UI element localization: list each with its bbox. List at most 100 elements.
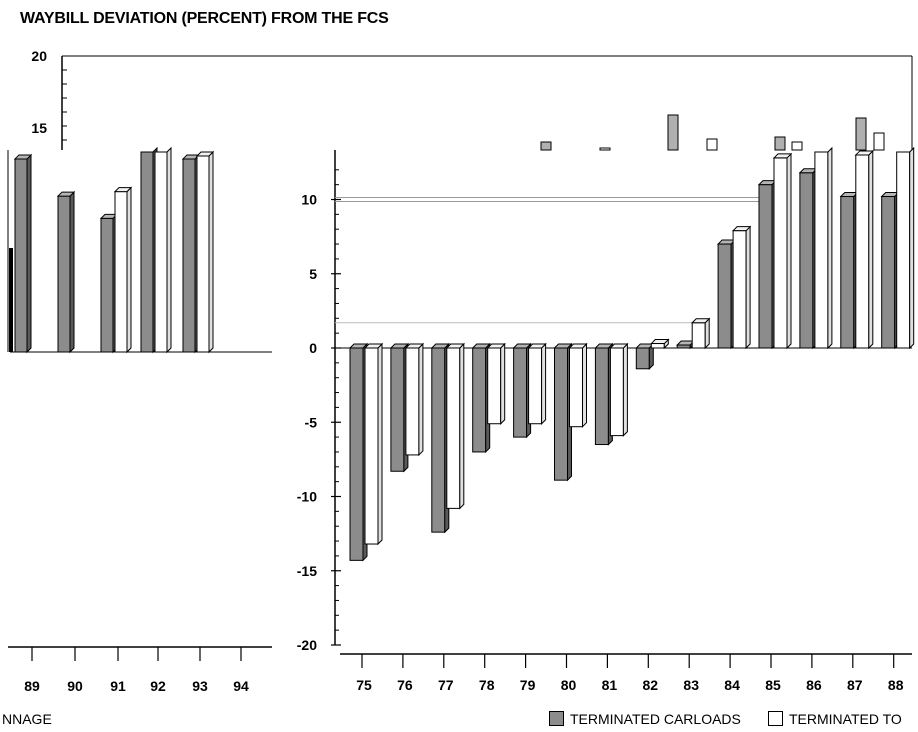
bar-side bbox=[208, 150, 214, 354]
bar-front bbox=[650, 343, 665, 349]
bar-top bbox=[430, 343, 451, 349]
bar-front bbox=[840, 196, 855, 349]
bar-front bbox=[114, 191, 128, 353]
bar-76-carloads bbox=[389, 342, 410, 473]
inset-edge-bar bbox=[9, 248, 13, 352]
legend-swatch-carloads bbox=[549, 711, 564, 726]
bar-78-tonnage bbox=[486, 342, 506, 425]
bar-80-carloads bbox=[553, 342, 573, 482]
bar-front bbox=[140, 151, 154, 353]
bar-top bbox=[445, 343, 466, 349]
x-tick-label: 75 bbox=[356, 677, 372, 693]
bar-86-tonnage bbox=[814, 146, 833, 350]
bar-83-carloads bbox=[675, 339, 696, 350]
bar-side bbox=[377, 342, 383, 546]
y-tick-label: 5 bbox=[309, 266, 317, 282]
bar-side bbox=[745, 225, 751, 350]
bar-top bbox=[594, 343, 614, 349]
y-tick-label: 20 bbox=[31, 48, 47, 64]
clipped-bar-top bbox=[791, 141, 803, 151]
bar-front bbox=[554, 347, 568, 481]
bar-top bbox=[471, 343, 491, 349]
y-tick-label: -5 bbox=[305, 414, 318, 430]
x-tick-label: 94 bbox=[233, 678, 249, 694]
bar-front bbox=[855, 154, 870, 349]
bar-front bbox=[814, 151, 829, 349]
legend-tonnage-label: TERMINATED TO bbox=[789, 711, 902, 727]
bar-top bbox=[404, 343, 425, 349]
y-tick-label: 0 bbox=[309, 340, 317, 356]
bar-83-tonnage bbox=[690, 317, 711, 350]
bar-front bbox=[528, 347, 543, 425]
bar-77-tonnage bbox=[445, 342, 466, 510]
main-chart: 10 5 0 -5 -10 -15 -20 75 76 77 78 79 80 81 82 83 84 85 86 8… bbox=[297, 146, 915, 693]
bar-85-carloads bbox=[757, 179, 778, 350]
bar-87-carloads bbox=[839, 191, 860, 350]
bar-front bbox=[100, 217, 114, 353]
bar-side bbox=[26, 153, 32, 354]
bar-top bbox=[568, 343, 588, 349]
bar-front bbox=[14, 158, 28, 353]
inset-bar-92-tonnage bbox=[154, 146, 172, 354]
bar-85-tonnage bbox=[772, 152, 793, 350]
inset-bar-91-tonnage bbox=[113, 186, 133, 354]
bar-side bbox=[418, 342, 424, 457]
bar-front bbox=[182, 158, 196, 353]
x-tick-label: 89 bbox=[24, 678, 40, 694]
bar-top bbox=[363, 343, 384, 349]
bar-front bbox=[472, 347, 487, 453]
bar-side bbox=[868, 149, 874, 350]
bar-75-tonnage bbox=[363, 342, 384, 546]
bar-78-carloads bbox=[471, 342, 491, 454]
x-tick-label: 82 bbox=[643, 677, 659, 693]
x-tick-label: 79 bbox=[520, 677, 536, 693]
bar-top bbox=[609, 343, 629, 349]
bar-top bbox=[56, 191, 76, 197]
y-tick-label: -15 bbox=[297, 563, 317, 579]
bar-side bbox=[786, 152, 792, 350]
clipped-bar-top bbox=[855, 117, 867, 151]
x-tick-label: 90 bbox=[67, 678, 83, 694]
bar-front bbox=[732, 230, 747, 349]
clipped-bar-top bbox=[667, 114, 679, 151]
bar-75-carloads bbox=[348, 342, 369, 562]
bar-front bbox=[390, 347, 405, 472]
x-tick-label: 85 bbox=[765, 677, 781, 693]
legend-tonnage: TERMINATED TO bbox=[768, 711, 902, 727]
bar-front bbox=[364, 347, 379, 545]
bar-front bbox=[758, 184, 773, 349]
bar-side bbox=[69, 190, 75, 354]
clipped-bar-top bbox=[599, 147, 611, 151]
bar-side bbox=[166, 146, 172, 354]
bar-side bbox=[541, 342, 547, 425]
bar-81-carloads bbox=[594, 342, 614, 446]
bar-80-tonnage bbox=[568, 342, 588, 428]
bar-84-carloads bbox=[716, 238, 737, 350]
bar-front bbox=[717, 243, 732, 349]
x-tick-label: 92 bbox=[150, 678, 166, 694]
y-tick-label: 10 bbox=[301, 192, 317, 208]
y-tick-label: -10 bbox=[297, 489, 317, 505]
clipped-bar-top bbox=[706, 138, 718, 151]
bar-top bbox=[512, 343, 532, 349]
bar-top bbox=[486, 343, 506, 349]
bar-top bbox=[772, 153, 793, 159]
legend-swatch-tonnage bbox=[768, 711, 783, 726]
clipped-bar-top bbox=[774, 136, 786, 151]
x-tick-label: 78 bbox=[479, 677, 495, 693]
y-tick-label: -20 bbox=[297, 637, 317, 653]
bar-front bbox=[569, 347, 583, 428]
bar-side bbox=[500, 342, 506, 425]
x-tick-label: 84 bbox=[724, 677, 740, 693]
bar-front bbox=[635, 347, 650, 370]
bar-front bbox=[196, 155, 210, 353]
inset-bar-89-carloads bbox=[13, 153, 33, 354]
bar-side bbox=[909, 146, 915, 350]
x-tick-label: 81 bbox=[602, 677, 618, 693]
bar-front bbox=[896, 151, 911, 349]
bar-88-carloads bbox=[880, 191, 900, 350]
bar-front bbox=[513, 347, 528, 438]
bar-front bbox=[773, 157, 788, 349]
bar-front bbox=[609, 347, 624, 437]
